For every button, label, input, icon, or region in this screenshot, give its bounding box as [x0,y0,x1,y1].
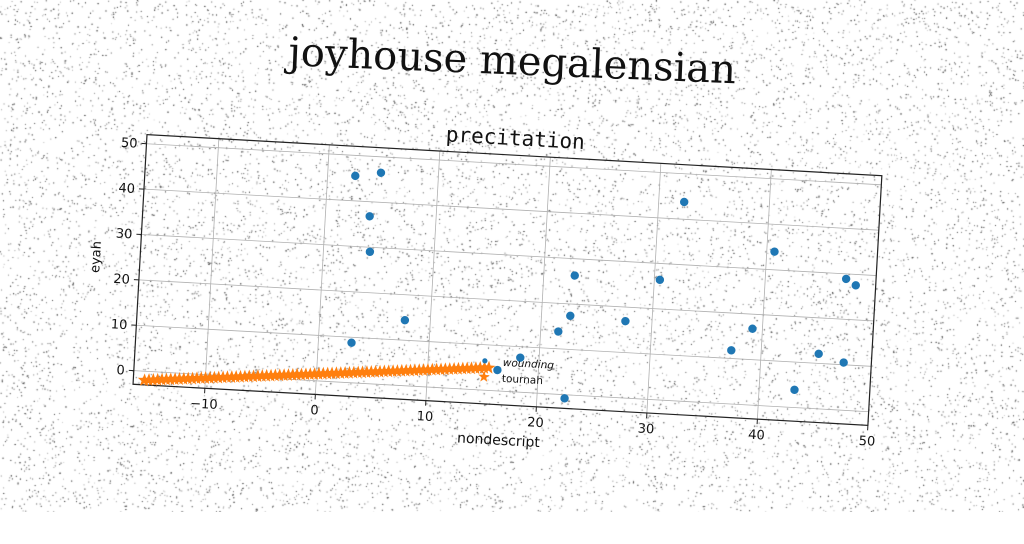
y-tick-label: 30 [115,227,132,243]
wounding-point [377,168,386,177]
x-tick-label: 30 [637,421,654,437]
x-tick-label: 10 [416,409,433,425]
y-tick-label: 40 [118,181,135,197]
wounding-point [748,324,757,333]
wounding-point [351,171,360,180]
series-layer [137,156,865,426]
wounding-point [570,271,579,280]
wounding-point [365,212,374,221]
wounding-point [680,198,689,207]
wounding-point [727,346,736,355]
y-tick-label: 0 [116,363,125,378]
wounding-point [842,274,851,283]
y-axis-label: eyah [88,241,105,274]
y-tick-label: 20 [113,272,130,288]
y-ticks: 0 10 20 30 40 50 [108,136,147,379]
wounding-point [493,366,502,375]
legend-label-wounding: wounding [502,357,554,372]
y-gridline [141,234,876,275]
x-axis-label: nondescript [457,430,541,451]
wounding-point [839,358,848,367]
wounding-point [814,349,823,358]
y-tick-label: 10 [110,317,127,333]
y-gridline [144,189,879,230]
chart-title: precitation [445,122,585,154]
wounding-point [790,385,799,394]
wounding-point [347,338,356,347]
x-tick-label: 50 [858,434,875,450]
legend: wounding tournah [478,356,555,388]
x-gridline [757,170,771,420]
legend-marker-wounding [482,358,487,363]
wounding-point [655,275,664,284]
wounding-point [566,311,575,320]
x-gridline [205,139,219,389]
x-tick-label: 20 [527,415,544,431]
wounding-point [770,247,779,256]
x-tick-label: 40 [748,428,765,444]
wounding-point [851,281,860,290]
x-tick-label: 0 [310,403,319,418]
legend-marker-tournah [478,371,490,382]
wounding-point [554,327,563,336]
legend-label-tournah: tournah [502,373,544,387]
y-tick-label: 50 [121,136,138,152]
wounding-point [365,247,374,256]
x-gridline [647,163,661,413]
wounding-point [621,317,630,326]
wounding-point [400,316,409,325]
y-gridline [139,280,874,321]
x-gridline [315,145,329,395]
x-tick-label: −10 [190,396,218,413]
